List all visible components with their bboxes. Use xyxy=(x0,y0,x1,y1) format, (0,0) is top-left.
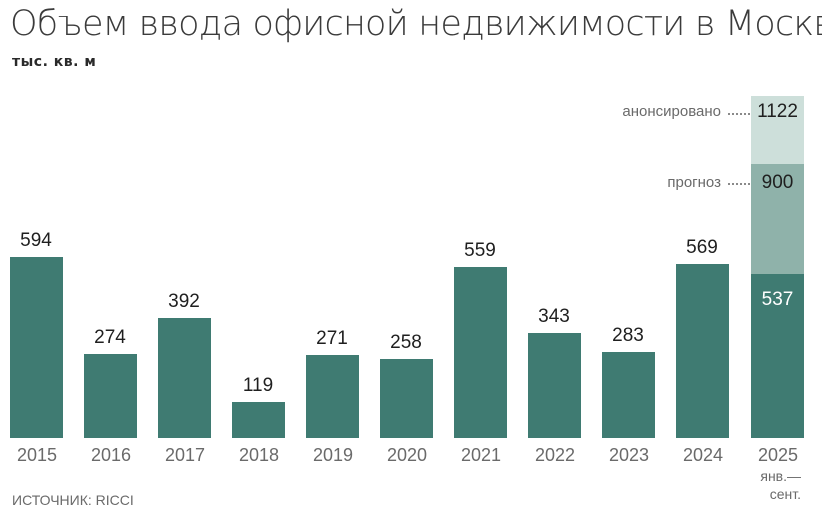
bar-2020 xyxy=(380,359,433,438)
bar-2016 xyxy=(84,354,137,438)
value-label: 559 xyxy=(464,240,496,261)
x-tick: 2021 xyxy=(460,445,502,465)
value-label: 274 xyxy=(94,327,126,348)
period-end: сент. xyxy=(769,486,801,502)
x-tick: 2023 xyxy=(608,445,650,465)
bar-2017 xyxy=(158,318,211,438)
bar-2025-forecast xyxy=(751,164,804,274)
announced-label: анонсировано xyxy=(622,103,721,120)
period-start: янв.— xyxy=(760,468,801,484)
bar-2022 xyxy=(528,333,581,438)
source-note: ИСТОЧНИК: RICCI xyxy=(12,492,134,508)
actual-value: 537 xyxy=(761,289,794,310)
bar-2015 xyxy=(10,257,63,438)
value-label: 594 xyxy=(20,230,52,251)
x-tick-period: янв.— сент. xyxy=(755,467,801,503)
x-tick: 2018 xyxy=(238,445,280,465)
value-label: 343 xyxy=(538,306,570,327)
bar-2019 xyxy=(306,355,359,438)
bar-2018 xyxy=(232,402,285,438)
bar-2021 xyxy=(454,267,507,438)
value-label: 283 xyxy=(612,325,644,346)
x-tick: 2025 xyxy=(757,445,799,465)
bar-2023 xyxy=(602,352,655,438)
x-tick: 2016 xyxy=(90,445,132,465)
value-label: 271 xyxy=(316,328,348,349)
x-tick: 2020 xyxy=(386,445,428,465)
value-label: 392 xyxy=(168,291,200,312)
forecast-leader-dots xyxy=(728,183,750,185)
x-tick: 2017 xyxy=(164,445,206,465)
x-tick: 2022 xyxy=(534,445,576,465)
announced-leader-dots xyxy=(728,113,750,115)
announced-value: 1122 xyxy=(757,101,798,122)
value-label: 569 xyxy=(686,237,718,258)
value-label: 119 xyxy=(242,375,274,396)
x-tick: 2019 xyxy=(312,445,354,465)
forecast-value: 900 xyxy=(761,172,794,193)
x-tick: 2024 xyxy=(682,445,724,465)
chart-units: тыс. кв. м xyxy=(12,54,97,70)
bar-2025-actual xyxy=(751,274,804,438)
x-tick: 2015 xyxy=(16,445,58,465)
value-label: 258 xyxy=(390,332,422,353)
chart-title: Объем ввода офисной недвижимости в Москв… xyxy=(10,4,822,44)
bar-2024 xyxy=(676,264,729,438)
bar-2025-announced xyxy=(751,96,804,164)
forecast-label: прогноз xyxy=(667,174,721,191)
